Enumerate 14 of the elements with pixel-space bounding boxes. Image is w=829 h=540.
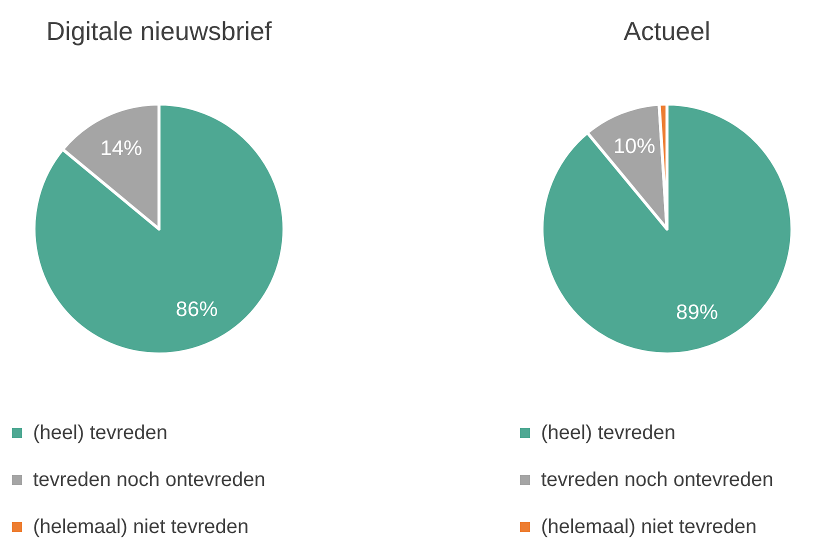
data-label: 14% [100, 137, 142, 160]
data-label: 10% [613, 134, 656, 158]
pie-slice [32, 102, 286, 356]
legend-label: (helemaal) niet tevreden [541, 516, 757, 538]
chart-title: Actueel [624, 16, 710, 46]
data-label: 89% [676, 301, 718, 324]
legend-label: (heel) tevreden [33, 422, 168, 444]
legend-label: (helemaal) niet tevreden [33, 516, 249, 538]
chart-title: Digitale nieuwsbrief [46, 16, 272, 46]
legend-label: (heel) tevreden [541, 422, 676, 444]
legend-label: tevreden noch ontevreden [541, 469, 774, 491]
pie-slice [540, 102, 794, 356]
data-label: 86% [176, 298, 218, 321]
legend-label: tevreden noch ontevreden [33, 469, 266, 491]
